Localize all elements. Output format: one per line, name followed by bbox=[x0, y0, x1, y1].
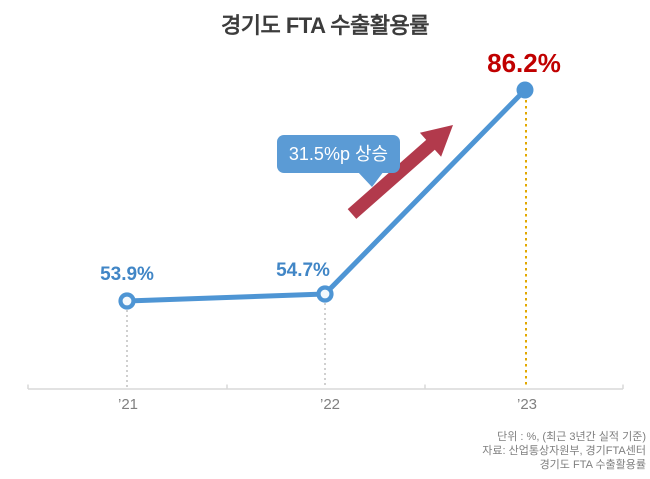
x-axis-ticks bbox=[27, 384, 624, 389]
annotation-bubble bbox=[277, 135, 400, 173]
annotation-text: 31.5%p 상승 bbox=[288, 144, 389, 164]
rise-arrow-icon bbox=[347, 125, 453, 219]
data-point-2023 bbox=[516, 81, 534, 99]
footnote: 단위 : %, (최근 3년간 실적 기준) 자료: 산업통상자원부, 경기FT… bbox=[482, 430, 646, 472]
data-label-2022: 54.7% bbox=[276, 260, 330, 281]
data-point-2022 bbox=[316, 285, 334, 303]
x-tick-label-2022: ’22 bbox=[319, 396, 341, 413]
annotation-bubble-tail bbox=[357, 171, 384, 187]
data-point-2021 bbox=[118, 292, 136, 310]
footnote-source: 자료: 산업통상자원부, 경기FTA센터 bbox=[482, 445, 646, 457]
x-tick-label-2023: ’23 bbox=[516, 396, 538, 413]
data-label-2023: 86.2% bbox=[487, 48, 561, 78]
x-tick-label-2021: ’21 bbox=[117, 396, 139, 413]
footnote-series: 경기도 FTA 수출활용률 bbox=[539, 459, 646, 471]
data-label-2021: 53.9% bbox=[100, 264, 154, 285]
footnote-unit: 단위 : %, (최근 3년간 실적 기준) bbox=[497, 431, 646, 443]
chart-title: 경기도 FTA 수출활용률 bbox=[221, 13, 429, 38]
